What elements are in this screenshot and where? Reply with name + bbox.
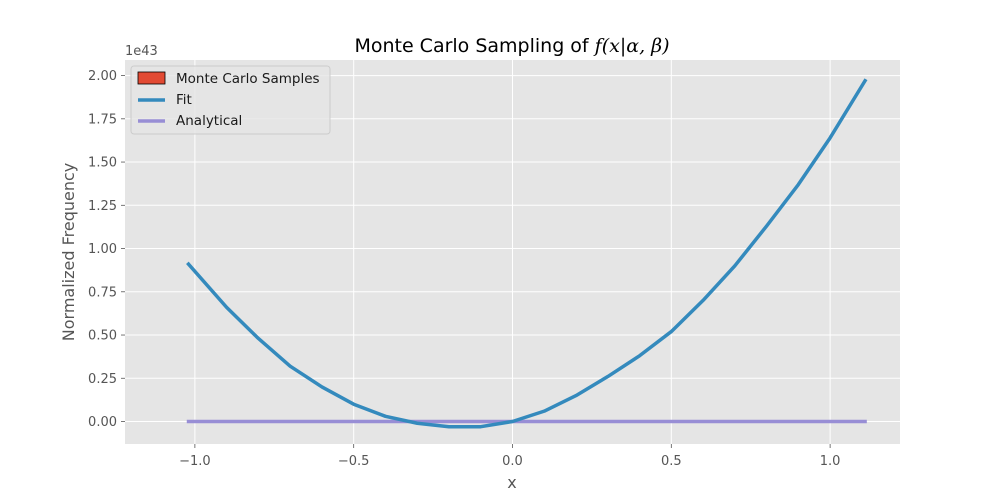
- legend: Monte Carlo Samples Fit Analytical: [130, 65, 331, 135]
- legend-label-analytical: Analytical: [176, 113, 242, 129]
- y-tick-label: 0.00: [88, 415, 117, 430]
- legend-label-monte-carlo: Monte Carlo Samples: [176, 71, 320, 87]
- y-tick-label: 2.00: [88, 69, 117, 84]
- chart-title-math: f(x|α, β): [593, 35, 670, 57]
- y-tick-label: 0.25: [88, 372, 117, 387]
- y-tick-label: 1.75: [88, 112, 117, 127]
- y-axis-label: Normalized Frequency: [59, 163, 78, 341]
- y-tick-label: 1.50: [88, 156, 117, 171]
- y-tick-label: 0.75: [88, 285, 117, 300]
- x-tick-label: 0.0: [502, 454, 523, 469]
- legend-swatch-monte-carlo: [137, 71, 166, 85]
- series-line-fit: [186, 78, 868, 429]
- x-tick-label: 0.5: [661, 454, 682, 469]
- x-axis-label: x: [507, 473, 516, 492]
- y-offset-label: 1e43: [125, 44, 158, 59]
- y-tick-label: 1.00: [88, 242, 117, 257]
- chart-title-prefix: Monte Carlo Sampling of: [354, 35, 594, 57]
- y-tick-label: 1.25: [88, 199, 117, 214]
- x-tick-label: −1.0: [179, 454, 211, 469]
- legend-box: [130, 65, 331, 135]
- chart-title: Monte Carlo Sampling of f(x|α, β): [354, 35, 669, 57]
- x-tick-label: −0.5: [338, 454, 370, 469]
- y-tick-label: 0.50: [88, 329, 117, 344]
- axis-ticks: −1.0 −0.5 0.0 0.5 1.0 0.00 0.25 0.50 0.75 1.00 1.2…: [88, 69, 840, 469]
- legend-label-fit: Fit: [176, 92, 192, 108]
- series-lines: [186, 78, 868, 429]
- x-tick-label: 1.0: [820, 454, 841, 469]
